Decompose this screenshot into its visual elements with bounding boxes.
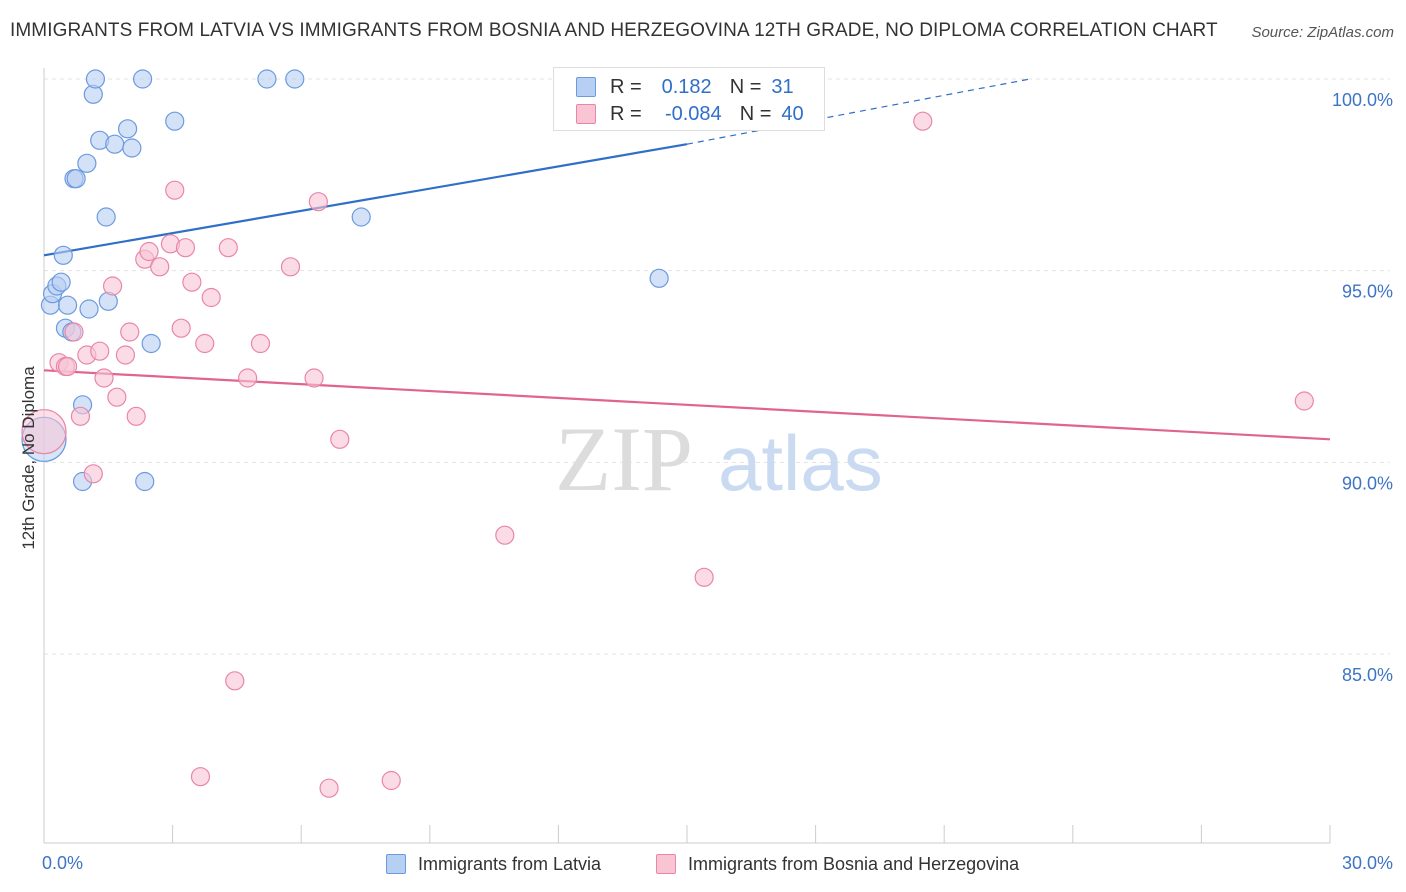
- x-tick-label: 0.0%: [42, 853, 83, 873]
- legend-r-label: R =: [610, 76, 642, 99]
- trend-line-latvia: [44, 144, 687, 255]
- point-latvia: [78, 154, 96, 172]
- legend-row-bosnia: R = -0.084 N = 40: [576, 101, 817, 127]
- legend-r-value: -0.084: [652, 103, 722, 126]
- legend-swatch-pink: [576, 104, 596, 124]
- point-bosnia: [127, 407, 145, 425]
- point-bosnia: [219, 239, 237, 257]
- legend-n-value: 40: [781, 103, 817, 126]
- y-tick-label: 100.0%: [1332, 90, 1393, 110]
- bottom-legend-label: Immigrants from Bosnia and Herzegovina: [688, 854, 1019, 875]
- point-bosnia: [251, 335, 269, 353]
- point-bosnia: [71, 407, 89, 425]
- watermark-atlas: atlas: [718, 419, 883, 507]
- legend-r-value: 0.182: [652, 76, 712, 99]
- watermark: ZIP atlas: [555, 408, 883, 510]
- y-tick-label: 90.0%: [1342, 473, 1393, 493]
- point-bosnia: [202, 289, 220, 307]
- y-axis-label: 12th Grade, No Diploma: [19, 366, 38, 550]
- point-bosnia: [59, 358, 77, 376]
- point-latvia: [67, 170, 85, 188]
- trend-lines: [44, 79, 1330, 439]
- watermark-zip: ZIP: [555, 408, 693, 510]
- point-bosnia: [166, 181, 184, 199]
- point-latvia: [80, 300, 98, 318]
- point-bosnia: [281, 258, 299, 276]
- point-latvia: [59, 296, 77, 314]
- point-bosnia: [382, 772, 400, 790]
- point-bosnia: [1295, 392, 1313, 410]
- legend-swatch-blue: [576, 77, 596, 97]
- point-bosnia: [172, 319, 190, 337]
- point-bosnia: [95, 369, 113, 387]
- point-bosnia: [151, 258, 169, 276]
- point-bosnia: [196, 335, 214, 353]
- point-latvia: [86, 70, 104, 88]
- point-latvia: [286, 70, 304, 88]
- bottom-legend-swatch-blue: [386, 854, 406, 874]
- stats-legend: R = 0.182 N = 31 R = -0.084 N = 40: [553, 67, 825, 131]
- point-bosnia: [108, 388, 126, 406]
- bottom-legend-swatch-pink: [656, 854, 676, 874]
- point-bosnia: [496, 526, 514, 544]
- point-bosnia: [331, 430, 349, 448]
- point-latvia: [106, 135, 124, 153]
- point-bosnia: [91, 342, 109, 360]
- bottom-legend-latvia: Immigrants from Latvia: [386, 852, 601, 876]
- point-bosnia: [104, 277, 122, 295]
- point-latvia: [54, 246, 72, 264]
- point-bosnia: [309, 193, 327, 211]
- point-latvia: [119, 120, 137, 138]
- point-bosnia: [914, 112, 932, 130]
- point-bosnia: [140, 243, 158, 261]
- point-latvia: [134, 70, 152, 88]
- point-bosnia: [183, 273, 201, 291]
- legend-row-latvia: R = 0.182 N = 31: [576, 74, 807, 100]
- point-latvia: [352, 208, 370, 226]
- legend-r-label: R =: [610, 103, 642, 126]
- point-latvia: [136, 473, 154, 491]
- point-bosnia: [176, 239, 194, 257]
- legend-n-label: N =: [730, 76, 762, 99]
- point-latvia: [650, 269, 668, 287]
- point-bosnia: [239, 369, 257, 387]
- scatter-chart: ZIP atlas 100.0% 95.0% 90.0% 85.0% 0.0% 30.0%…: [0, 0, 1406, 892]
- point-latvia: [142, 335, 160, 353]
- point-bosnia: [84, 465, 102, 483]
- y-tick-label: 95.0%: [1342, 282, 1393, 302]
- point-bosnia: [320, 779, 338, 797]
- point-bosnia: [305, 369, 323, 387]
- point-latvia: [97, 208, 115, 226]
- point-bosnia: [695, 568, 713, 586]
- legend-n-label: N =: [740, 103, 772, 126]
- legend-n-value: 31: [771, 76, 807, 99]
- point-bosnia: [121, 323, 139, 341]
- point-bosnia: [191, 768, 209, 786]
- bottom-legend-bosnia: Immigrants from Bosnia and Herzegovina: [656, 852, 1019, 876]
- point-latvia: [258, 70, 276, 88]
- point-bosnia: [65, 323, 83, 341]
- point-latvia: [52, 273, 70, 291]
- point-bosnia: [116, 346, 134, 364]
- y-tick-label: 85.0%: [1342, 665, 1393, 685]
- gridlines: [44, 79, 1390, 654]
- point-latvia: [166, 112, 184, 130]
- point-bosnia: [226, 672, 244, 690]
- point-latvia: [123, 139, 141, 157]
- bottom-legend-label: Immigrants from Latvia: [418, 854, 601, 875]
- x-tick-label: 30.0%: [1342, 853, 1393, 873]
